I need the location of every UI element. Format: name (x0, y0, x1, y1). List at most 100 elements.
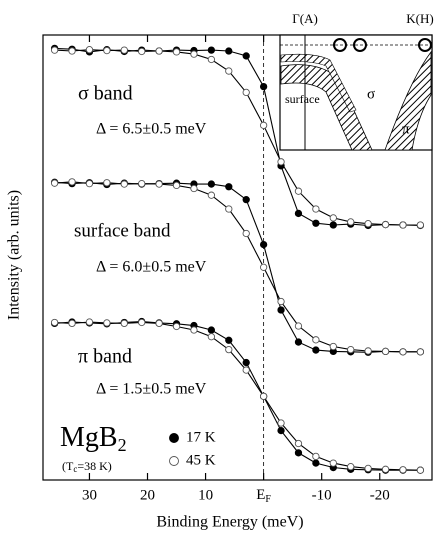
data-point (225, 336, 233, 344)
panel-label: σ band (78, 83, 133, 105)
data-point (277, 158, 285, 166)
x-tick-label: 10 (198, 487, 213, 503)
data-point (155, 180, 163, 188)
data-point (242, 358, 250, 367)
inset-label: surface (285, 92, 320, 106)
data-point (277, 419, 285, 427)
fit-curve (54, 181, 421, 353)
data-point (347, 462, 355, 471)
x-tick-label: 20 (140, 487, 155, 503)
data-point (312, 336, 320, 344)
data-point (312, 452, 320, 461)
data-point (347, 345, 355, 354)
x-tick-label-sub: F (265, 494, 271, 505)
kf-circle (333, 38, 347, 52)
data-point (242, 88, 250, 97)
legend-label: 45 K (186, 452, 216, 468)
data-point (68, 178, 76, 186)
inset-label: π (402, 121, 410, 137)
compound-base: MgB (60, 422, 118, 453)
data-point (312, 346, 320, 354)
sigma-band-upper (280, 53, 357, 113)
data-point (50, 46, 59, 54)
data-point (312, 219, 320, 227)
data-point (242, 229, 250, 238)
panel-label: surface band (74, 220, 171, 241)
data-point (399, 221, 407, 229)
y-axis-title: Intensity (arb. units) (6, 190, 23, 320)
data-point (103, 46, 111, 55)
data-point (277, 297, 285, 306)
data-point (85, 318, 94, 326)
inset-label: σ (367, 86, 375, 102)
data-point (277, 306, 285, 314)
x-tick-label: -20 (370, 487, 390, 503)
data-point (294, 449, 303, 457)
data-point (294, 322, 303, 330)
data-point (172, 181, 181, 190)
data-point (85, 179, 94, 188)
inset-label: K(H) (406, 11, 433, 26)
data-point (364, 347, 372, 355)
data-point (207, 180, 216, 188)
sigma-band (280, 64, 373, 151)
data-point (172, 48, 181, 56)
legend-marker (169, 433, 179, 443)
data-point (259, 121, 268, 129)
data-point (294, 209, 303, 218)
data-point (138, 47, 146, 56)
data-point (155, 319, 163, 328)
data-point (329, 214, 337, 222)
data-point (103, 179, 111, 187)
data-point (207, 333, 216, 341)
data-point (85, 46, 94, 54)
data-point (138, 318, 146, 327)
data-point (364, 464, 372, 473)
data-point (277, 426, 285, 435)
data-point (172, 322, 181, 331)
fit-curve (54, 49, 421, 226)
compound-sub: 2 (118, 435, 127, 455)
x-tick-label: EF (256, 487, 271, 505)
data-point (50, 179, 59, 187)
fit-curve (54, 321, 421, 471)
data-point (50, 318, 59, 327)
panel-label: π band (78, 346, 132, 368)
kf-circle (418, 38, 432, 52)
data-point (225, 183, 233, 191)
data-point (294, 439, 303, 448)
gap-label: Δ = 6.0±0.5 meV (96, 259, 207, 276)
data-point (259, 263, 268, 271)
legend-label: 17 K (186, 429, 216, 445)
tc-pre: (T (62, 459, 74, 473)
data-point (259, 240, 268, 249)
data-point (225, 67, 233, 75)
gap-label: Δ = 1.5±0.5 meV (96, 381, 207, 398)
tc-post: =38 K) (77, 459, 111, 473)
data-point (312, 205, 320, 213)
data-point (329, 342, 337, 351)
plot-frame (42, 34, 433, 481)
data-point (399, 348, 407, 356)
data-point (207, 46, 216, 54)
data-point (225, 345, 233, 354)
data-point (259, 82, 268, 91)
data-point (399, 466, 407, 474)
data-point (207, 55, 216, 64)
data-point (312, 459, 320, 467)
data-point (190, 50, 198, 58)
data-point (155, 47, 163, 55)
data-point (242, 195, 250, 204)
data-point (68, 319, 76, 328)
data-point (225, 205, 233, 213)
pi-band (384, 50, 432, 151)
data-point (190, 326, 198, 334)
x-tick-label-main: E (256, 487, 265, 503)
compound: MgB2 (60, 422, 127, 455)
data-point (190, 184, 198, 193)
data-point (207, 191, 216, 199)
tc-label: (Tc=38 K) (62, 459, 112, 474)
tc-sub: c (73, 464, 77, 474)
data-point (120, 319, 128, 328)
